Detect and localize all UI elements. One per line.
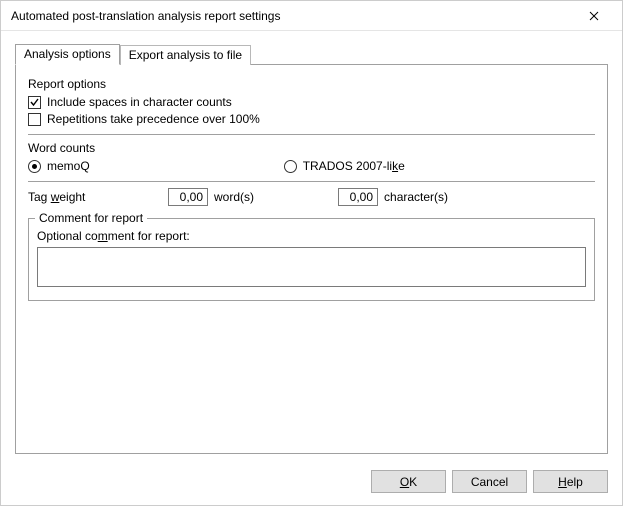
row-tag-weight: Tag weight word(s) character(s) <box>28 188 595 206</box>
tab-export-analysis[interactable]: Export analysis to file <box>120 45 251 65</box>
label-tag-weight: Tag weight <box>28 190 168 204</box>
unit-chars: character(s) <box>384 190 448 204</box>
radio-dot-icon <box>32 164 37 169</box>
label-trados: TRADOS 2007-like <box>303 159 405 173</box>
tabpanel-analysis: Report options Include spaces in charact… <box>15 64 608 454</box>
tabstrip: Analysis options Export analysis to file <box>15 43 608 64</box>
legend-comment: Comment for report <box>35 211 147 225</box>
divider-2 <box>28 181 595 182</box>
textarea-comment[interactable] <box>37 247 586 287</box>
buttonbar: OK Cancel Help <box>371 470 608 493</box>
input-tag-weight-chars[interactable] <box>338 188 378 206</box>
word-counts-title: Word counts <box>28 141 595 155</box>
titlebar: Automated post-translation analysis repo… <box>1 1 622 31</box>
label-comment: Optional comment for report: <box>37 229 586 243</box>
tab-analysis-options[interactable]: Analysis options <box>15 44 120 65</box>
checkbox-repetitions-precedence[interactable] <box>28 113 41 126</box>
checkmark-icon <box>29 97 40 108</box>
client-area: Analysis options Export analysis to file… <box>1 31 622 505</box>
close-button[interactable] <box>574 2 614 30</box>
row-repetitions-precedence: Repetitions take precedence over 100% <box>28 112 595 126</box>
unit-words: word(s) <box>214 190 254 204</box>
radio-trados[interactable] <box>284 160 297 173</box>
divider-1 <box>28 134 595 135</box>
label-repetitions-precedence: Repetitions take precedence over 100% <box>47 112 260 126</box>
help-button[interactable]: Help <box>533 470 608 493</box>
group-comment: Comment for report Optional comment for … <box>28 218 595 301</box>
checkbox-include-spaces[interactable] <box>28 96 41 109</box>
report-options-title: Report options <box>28 77 595 91</box>
row-include-spaces: Include spaces in character counts <box>28 95 595 109</box>
row-word-counts-radios: memoQ TRADOS 2007-like <box>28 159 595 173</box>
label-memoq: memoQ <box>47 159 90 173</box>
cancel-button[interactable]: Cancel <box>452 470 527 493</box>
label-include-spaces: Include spaces in character counts <box>47 95 232 109</box>
close-icon <box>589 11 599 21</box>
radio-memoq[interactable] <box>28 160 41 173</box>
ok-button[interactable]: OK <box>371 470 446 493</box>
window-title: Automated post-translation analysis repo… <box>11 9 574 23</box>
input-tag-weight-words[interactable] <box>168 188 208 206</box>
